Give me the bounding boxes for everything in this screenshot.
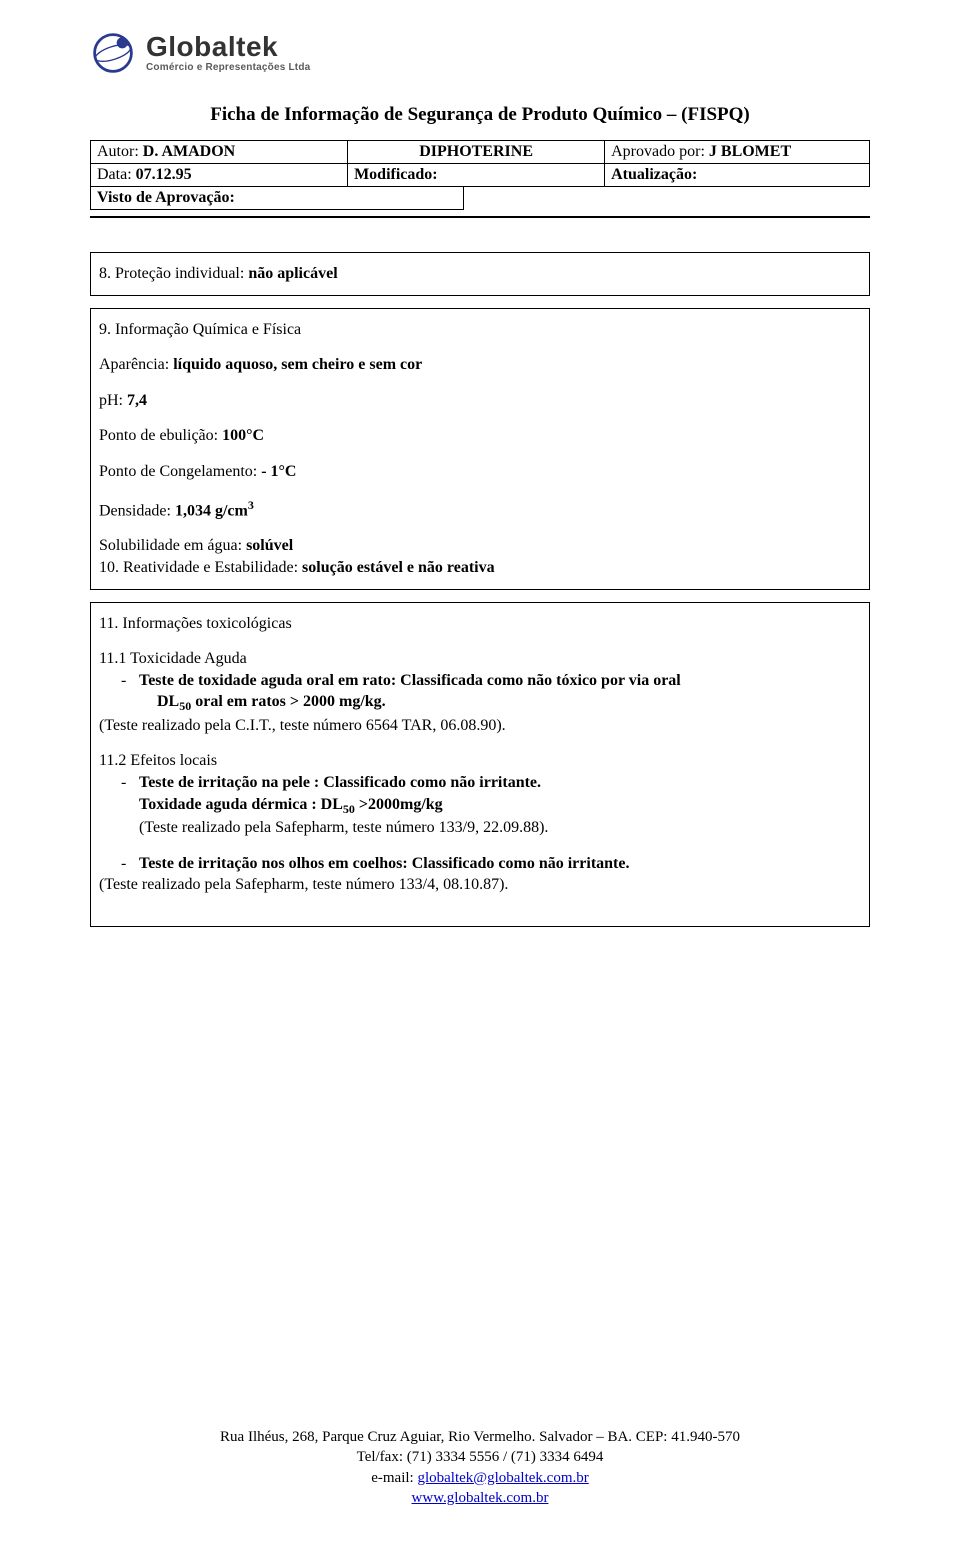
meta-atualizacao: Atualização: [605,164,870,187]
s11-1-title: Toxicidade Aguda [130,650,247,667]
s11-2-ref: (Teste realizado pela Safepharm, teste n… [139,819,548,836]
s11-2-line2a: Toxidade aguda dérmica : DL [139,796,343,813]
s11-title: Informações toxicológicas [122,615,291,632]
s8-value: não aplicável [248,265,337,282]
s9-ph-value: 7,4 [127,392,147,409]
footer-email-line: e-mail: globaltek@globaltek.com.br [0,1468,960,1488]
meta-autor-value: D. AMADON [143,143,235,160]
footer-site-link[interactable]: www.globaltek.com.br [412,1490,549,1506]
meta-visto: Visto de Aprovação: [91,187,464,210]
meta-data-label: Data: [97,166,136,183]
section-11-box: 11. Informações toxicológicas 11.1 Toxic… [90,602,870,927]
s11-1-bullet: - Teste de toxidade aguda oral em rato: … [99,670,861,715]
s9-congel-value: - 1°C [261,463,296,480]
dash-icon: - [99,772,139,839]
s9-aparencia-label: Aparência: [99,356,173,373]
s11-1-body: Teste de toxidade aguda oral em rato: Cl… [139,670,861,715]
section-9-10-box: 9. Informação Química e Física Aparência… [90,308,870,590]
divider-line [90,216,870,218]
s9-congel-label: Ponto de Congelamento: [99,463,261,480]
s8-label: Proteção individual: [115,265,248,282]
meta-product: DIPHOTERINE [348,141,605,164]
s11-2-sub: 50 [343,802,355,816]
footer: Rua Ilhéus, 268, Parque Cruz Aguiar, Rio… [0,1427,960,1508]
s11-1-line1a: Teste de toxidade aguda oral em rato: [139,672,400,689]
s11-2-title: Efeitos locais [130,752,217,769]
s9-ebulicao-value: 100°C [222,427,264,444]
s9-solub: Solubilidade em água: solúvel [99,535,861,557]
s9-aparencia-value: líquido aquoso, sem cheiro e sem cor [173,356,422,373]
s11-1-ref: (Teste realizado pela C.I.T., teste núme… [99,715,861,737]
s9-densidade-value: 1,034 g/cm [175,502,248,519]
s9-ebulicao-label: Ponto de ebulição: [99,427,222,444]
s10-value: solução estável e não reativa [302,559,495,576]
s10-line: 10. Reatividade e Estabilidade: solução … [99,557,861,579]
dash-icon: - [99,853,139,875]
s9-solub-label: Solubilidade em água: [99,537,246,554]
s10-label: Reatividade e Estabilidade: [123,559,302,576]
s11-1-num: 11.1 [99,650,130,667]
s11-1-line2a: DL [157,693,179,710]
meta-table: Autor: D. AMADON DIPHOTERINE Aprovado po… [90,140,870,187]
s11-1-sub: 50 [179,700,191,714]
footer-email-label: e-mail: [371,1470,417,1486]
s9-ph: pH: 7,4 [99,390,861,412]
s11-1-line2b: oral em ratos > 2000 mg/kg. [191,693,385,710]
s11-3-bullet: - Teste de irritação nos olhos em coelho… [99,853,861,875]
footer-email-link[interactable]: globaltek@globaltek.com.br [417,1470,588,1486]
s9-num: 9. [99,321,111,338]
meta-aprovado-value: J BLOMET [709,143,791,160]
s9-aparencia: Aparência: líquido aquoso, sem cheiro e … [99,354,861,376]
s11-heading: 11. Informações toxicológicas [99,613,861,635]
s11-3-ref: (Teste realizado pela Safepharm, teste n… [99,874,861,896]
s9-congel: Ponto de Congelamento: - 1°C [99,461,861,483]
s11-2-heading: 11.2 Efeitos locais [99,750,861,772]
s11-1-line2-wrap: DL50 oral em ratos > 2000 mg/kg. [139,693,386,710]
page: Globaltek Comércio e Representações Ltda… [0,0,960,1544]
s11-2-line2b: >2000mg/kg [355,796,443,813]
s11-2-bullet: - Teste de irritação na pele : Classific… [99,772,861,839]
s8-num: 8. [99,265,111,282]
meta-autor-label: Autor: [97,143,143,160]
s9-ebulicao: Ponto de ebulição: 100°C [99,425,861,447]
s11-3-line-a: Teste de irritação nos olhos em coelhos: [139,855,412,872]
meta-data-value: 07.12.95 [136,166,192,183]
dash-icon: - [99,670,139,715]
s11-2-line1b: Classificado como não irritante. [323,774,541,791]
s9-densidade-sup: 3 [248,498,254,512]
s9-title: Informação Química e Física [115,321,301,338]
s10-num: 10. [99,559,119,576]
meta-data-cell: Data: 07.12.95 [91,164,348,187]
section-8-box: 8. Proteção individual: não aplicável [90,252,870,296]
brand-text: Globaltek Comércio e Representações Ltda [146,33,310,73]
s9-solub-value: solúvel [246,537,293,554]
s11-2-num: 11.2 [99,752,130,769]
logo-block: Globaltek Comércio e Representações Ltda [90,30,870,76]
meta-aprovado-label: Aprovado por: [611,143,709,160]
s11-num: 11. [99,615,118,632]
footer-addr: Rua Ilhéus, 268, Parque Cruz Aguiar, Rio… [0,1427,960,1447]
brand-name: Globaltek [146,33,310,61]
document-title: Ficha de Informação de Segurança de Prod… [90,104,870,126]
s11-2-body: Teste de irritação na pele : Classificad… [139,772,861,839]
s9-ph-label: pH: [99,392,127,409]
meta-autor-cell: Autor: D. AMADON [91,141,348,164]
s11-1-line1b: Classificada como não tóxico por via ora… [400,672,681,689]
footer-tel: Tel/fax: (71) 3334 5556 / (71) 3334 6494 [0,1447,960,1467]
meta-aprovado-cell: Aprovado por: J BLOMET [605,141,870,164]
spacer [99,896,861,916]
s9-densidade-label: Densidade: [99,502,175,519]
spacer [99,839,861,853]
s11-3-line-b: Classificado como não irritante. [412,855,630,872]
s11-1-heading: 11.1 Toxicidade Aguda [99,648,861,670]
s9-densidade: Densidade: 1,034 g/cm3 [99,497,861,522]
visto-table: Visto de Aprovação: [90,186,464,210]
footer-site-line: www.globaltek.com.br [0,1488,960,1508]
globe-icon [90,30,136,76]
meta-modificado: Modificado: [348,164,605,187]
s9-heading: 9. Informação Química e Física [99,319,861,341]
s11-2-line1a: Teste de irritação na pele : [139,774,323,791]
brand-subtitle: Comércio e Representações Ltda [146,63,310,73]
s11-3-body: Teste de irritação nos olhos em coelhos:… [139,853,861,875]
